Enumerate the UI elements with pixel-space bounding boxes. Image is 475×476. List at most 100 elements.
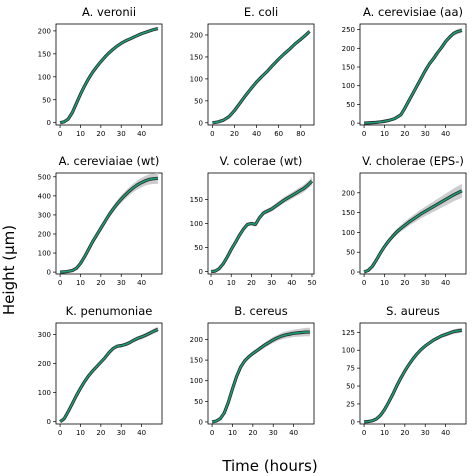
y-axis-label: Height (μm) [0, 225, 18, 315]
y-tick-label: 300 [38, 331, 51, 339]
x-tick-label: 60 [274, 130, 283, 138]
chart-title: E. coli [244, 5, 278, 19]
y-tick-label: 25 [346, 400, 355, 408]
chart-panel: A. veronii 0 10 20 30 40 0 50 100 150 200 [38, 5, 163, 138]
y-tick-label: 100 [342, 82, 355, 90]
y-tick-label: 50 [346, 249, 355, 257]
data-line [363, 328, 463, 424]
x-tick-label: 50 [308, 279, 317, 287]
y-tick-label: 150 [190, 53, 203, 61]
y-tick-label: 0 [351, 120, 355, 128]
y-tick-label: 0 [47, 269, 51, 277]
y-tick-label: 150 [38, 50, 51, 58]
y-tick-label: 100 [190, 75, 203, 83]
y-tick-label: 150 [190, 196, 203, 204]
uncertainty-band [60, 326, 158, 423]
plot-frame [359, 172, 467, 275]
chart-panel: K. penumoniae 0 10 20 30 40 0 100 200 300 [38, 304, 163, 437]
x-tick-label: 0 [362, 130, 366, 138]
y-tick-label: 300 [38, 211, 51, 219]
y-tick-label: 150 [342, 64, 355, 72]
x-tick-label: 20 [96, 429, 105, 437]
uncertainty-band [364, 327, 462, 423]
x-tick-label: 30 [421, 279, 430, 287]
x-tick-label: 30 [117, 429, 126, 437]
x-tick-label: 10 [76, 279, 85, 287]
x-tick-label: 20 [400, 429, 409, 437]
y-tick-label: 0 [199, 268, 203, 276]
y-tick-label: 200 [190, 336, 203, 344]
y-tick-label: 200 [38, 360, 51, 368]
y-tick-label: 125 [342, 329, 355, 337]
x-tick-label: 20 [248, 429, 257, 437]
x-tick-label: 0 [209, 279, 213, 287]
y-tick-label: 100 [190, 377, 203, 385]
y-tick-label: 0 [351, 269, 355, 277]
chart-title: A. cereviaiae (wt) [59, 154, 160, 168]
x-tick-label: 10 [380, 130, 389, 138]
chart-title: B. cereus [234, 304, 287, 318]
y-tick-label: 150 [190, 357, 203, 365]
fit-line [363, 190, 463, 273]
y-tick-label: 50 [346, 101, 355, 109]
x-tick-label: 10 [380, 279, 389, 287]
fit-line [59, 328, 159, 423]
chart-title: K. penumoniae [66, 304, 153, 318]
x-tick-label: 0 [58, 279, 62, 287]
uncertainty-band [60, 172, 158, 274]
chart-title: V. cholerae (EPS-) [362, 154, 464, 168]
plot-frame [55, 172, 163, 275]
chart-panel: V. colerae (wt) 0 10 20 30 40 50 0 50 100 150 [190, 154, 317, 287]
x-tick-label: 30 [117, 130, 126, 138]
y-tick-label: 200 [38, 27, 51, 35]
x-tick-label: 40 [137, 279, 146, 287]
x-tick-label: 40 [287, 279, 296, 287]
x-tick-label: 20 [400, 279, 409, 287]
uncertainty-band [364, 183, 462, 274]
x-tick-label: 40 [441, 130, 450, 138]
chart-panel: E. coli 0 20 40 60 80 0 50 100 150 200 [190, 5, 315, 138]
chart-panel: S. aureus 0 10 20 30 40 0 25 50 75 100 125 [342, 304, 467, 437]
chart-panel: A. cereviaiae (wt)0 10 20 30 400100200300400… [38, 154, 163, 287]
y-tick-label: 50 [194, 398, 203, 406]
y-tick-label: 100 [38, 389, 51, 397]
fit-line [364, 29, 463, 124]
x-tick-label: 0 [210, 130, 214, 138]
y-tick-label: 150 [342, 209, 355, 217]
x-tick-label: 30 [269, 429, 278, 437]
y-tick-label: 0 [199, 119, 203, 127]
plot-frame [207, 23, 315, 126]
chart-title: A. veronii [82, 5, 136, 19]
x-tick-label: 0 [210, 429, 214, 437]
plot-frame [359, 23, 467, 126]
fit-line [212, 30, 311, 124]
y-tick-label: 400 [38, 192, 51, 200]
fit-line [59, 27, 159, 124]
x-tick-label: 30 [421, 429, 430, 437]
x-tick-label: 40 [137, 429, 146, 437]
fit-line [60, 177, 158, 273]
y-tick-label: 50 [194, 97, 203, 105]
x-tick-label: 40 [289, 429, 298, 437]
x-tick-label: 10 [380, 429, 389, 437]
x-tick-label: 30 [421, 130, 430, 138]
y-tick-label: 0 [351, 418, 355, 426]
x-tick-label: 40 [441, 279, 450, 287]
plot-frame [55, 322, 163, 425]
x-tick-label: 10 [227, 279, 236, 287]
y-tick-label: 200 [38, 230, 51, 238]
chart-title: A. cerevisiae (aa) [363, 5, 463, 19]
data-line [363, 28, 463, 125]
x-tick-label: 0 [58, 130, 62, 138]
y-tick-label: 0 [199, 418, 203, 426]
x-tick-label: 20 [400, 130, 409, 138]
x-tick-label: 30 [117, 279, 126, 287]
y-tick-label: 50 [194, 244, 203, 252]
x-tick-label: 20 [230, 130, 239, 138]
y-tick-label: 100 [190, 220, 203, 228]
plot-frame [359, 322, 467, 425]
x-axis-label: Time (hours) [221, 457, 317, 475]
chart-title: V. colerae (wt) [220, 154, 303, 168]
fit-line [210, 180, 313, 273]
